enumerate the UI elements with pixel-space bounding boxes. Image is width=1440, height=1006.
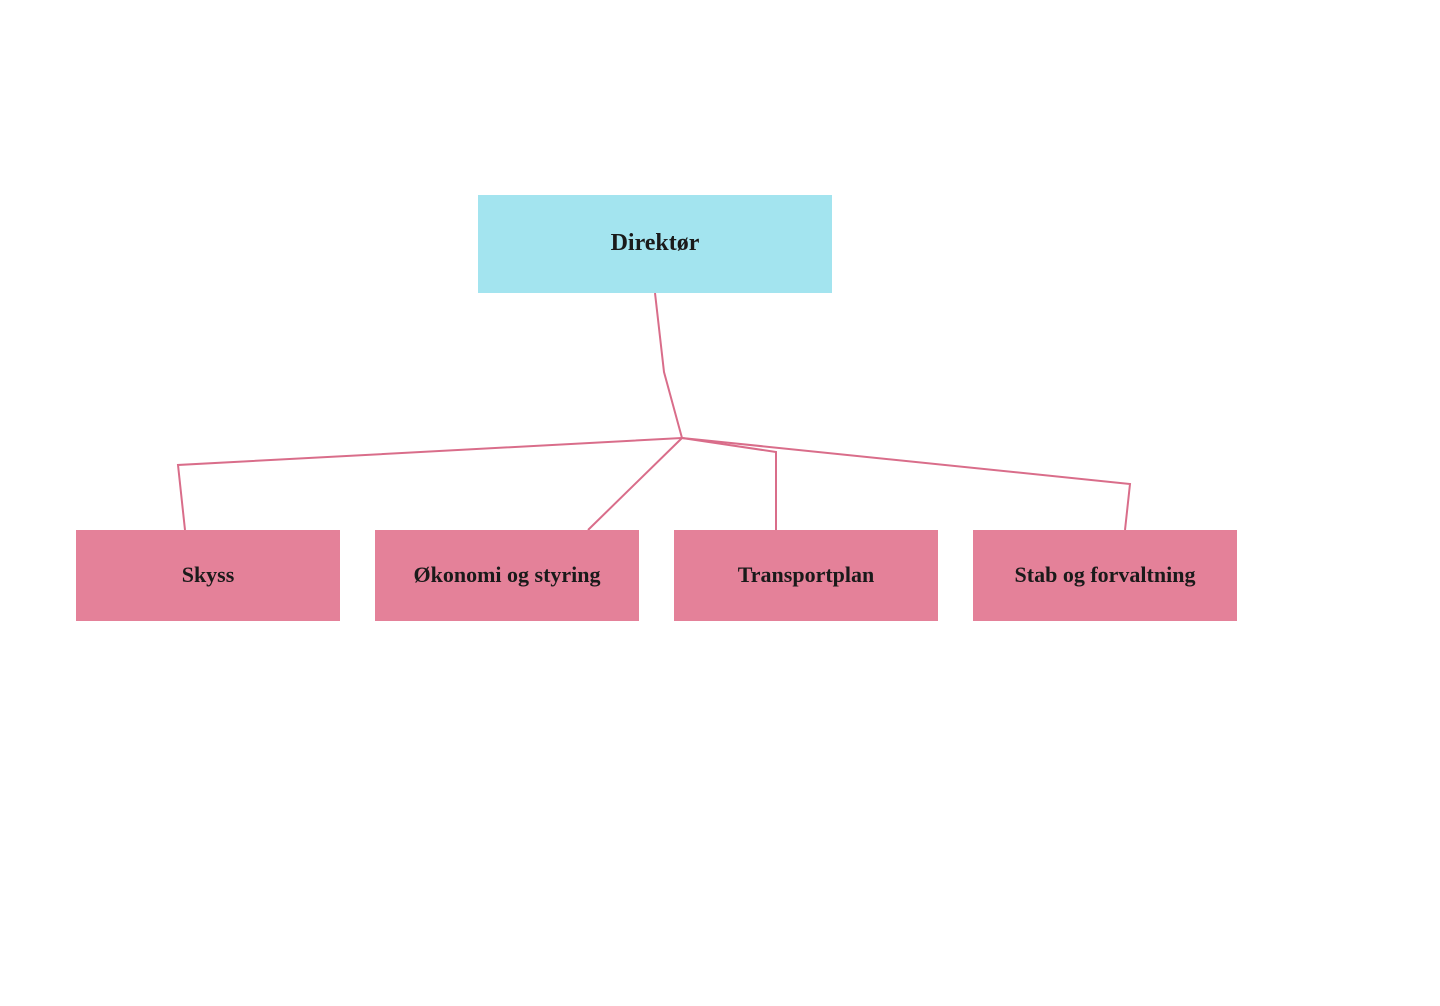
node-economy-label: Økonomi og styring <box>413 561 600 590</box>
node-economy: Økonomi og styring <box>375 530 639 621</box>
node-director-label: Direktør <box>611 228 700 259</box>
org-chart-diagram: Direktør Skyss Økonomi og styring Transp… <box>0 0 1440 1006</box>
node-transport-label: Transportplan <box>738 561 875 590</box>
node-director: Direktør <box>478 195 832 293</box>
node-skyss-label: Skyss <box>182 561 235 590</box>
node-transport: Transportplan <box>674 530 938 621</box>
node-skyss: Skyss <box>76 530 340 621</box>
node-staff: Stab og forvaltning <box>973 530 1237 621</box>
connector-lines <box>0 0 1440 1006</box>
node-staff-label: Stab og forvaltning <box>1015 561 1196 590</box>
